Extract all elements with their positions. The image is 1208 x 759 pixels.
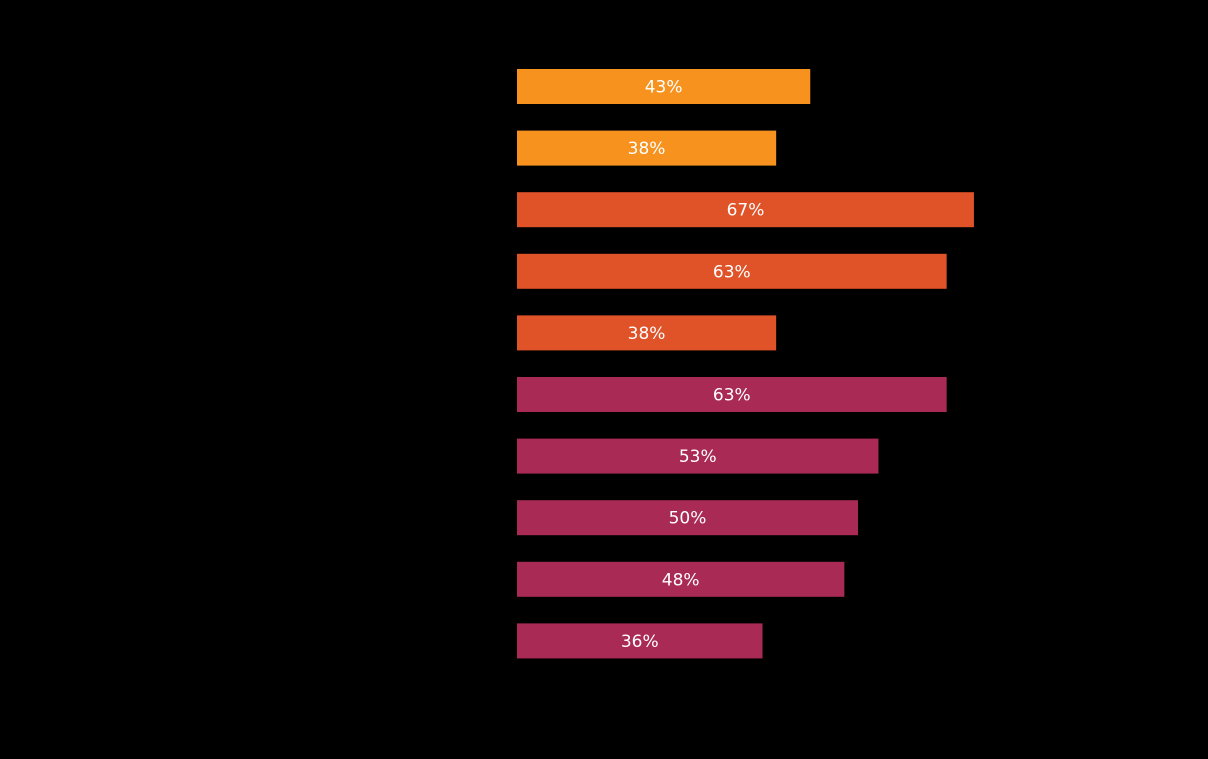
bar-value-label-9: 48%	[662, 570, 700, 590]
bar-6	[517, 377, 947, 412]
bar-2	[517, 130, 777, 166]
bar-10	[517, 623, 763, 659]
bar-value-label-3: 67%	[727, 201, 765, 221]
bar-value-label-7: 53%	[679, 447, 717, 467]
bar-4	[517, 253, 947, 289]
bar-1	[517, 69, 811, 104]
bar-value-label-6: 63%	[713, 386, 751, 406]
bar-3	[517, 192, 974, 228]
bar-value-label-5: 38%	[628, 324, 666, 344]
bar-value-label-10: 36%	[621, 632, 659, 652]
bar-8	[517, 500, 858, 536]
bar-5	[517, 315, 777, 351]
bar-value-label-2: 38%	[628, 139, 666, 159]
bar-7	[517, 438, 879, 474]
bars-layer	[517, 69, 974, 659]
bar-value-label-8: 50%	[669, 509, 707, 529]
labels-layer: 43% 38% 67% 63% 38% 63% 53% 50% 48% 36%	[621, 78, 765, 652]
bar-value-label-4: 63%	[713, 262, 751, 282]
bar-value-label-1: 43%	[645, 78, 683, 98]
bar-9	[517, 561, 845, 597]
